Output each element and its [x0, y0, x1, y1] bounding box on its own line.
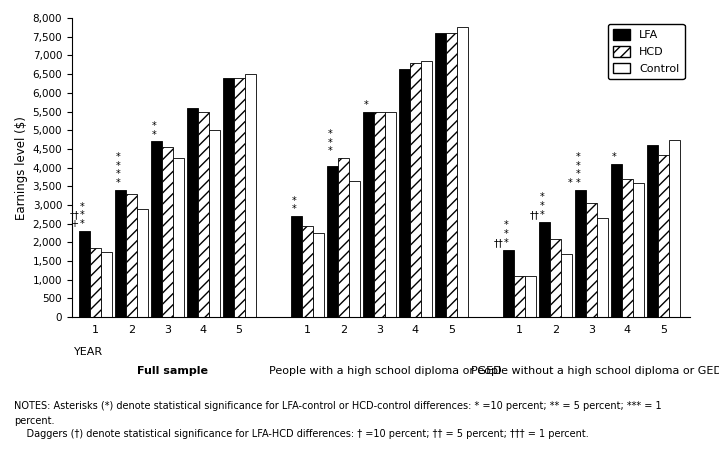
Bar [327, 166, 338, 317]
Text: *
*
*: * * * [328, 129, 333, 156]
Text: People with a high school diploma or GED: People with a high school diploma or GED [268, 366, 501, 376]
Bar [302, 226, 313, 317]
Bar [291, 216, 302, 317]
Bar [611, 164, 622, 317]
Bar [137, 209, 148, 317]
Text: *: * [568, 178, 573, 188]
Bar [313, 233, 324, 317]
Bar [244, 74, 255, 317]
Bar [187, 108, 198, 317]
Text: ††: †† [530, 210, 539, 220]
Bar [586, 203, 597, 317]
Bar [234, 78, 244, 317]
Bar [669, 140, 679, 317]
Text: Full sample: Full sample [137, 366, 209, 376]
Bar [622, 179, 633, 317]
Bar [633, 183, 644, 317]
Bar [561, 254, 572, 317]
Bar [597, 218, 608, 317]
Text: NOTES: Asterisks (*) denote statistical significance for LFA-control or HCD-cont: NOTES: Asterisks (*) denote statistical … [14, 401, 662, 411]
Text: Daggers (†) denote statistical significance for LFA-HCD differences: † =10 perce: Daggers (†) denote statistical significa… [14, 429, 589, 439]
Text: *: * [364, 100, 369, 110]
Bar [457, 28, 467, 317]
Bar [374, 111, 385, 317]
Bar [399, 68, 410, 317]
Bar [410, 63, 421, 317]
Text: *
*
*: * * * [540, 193, 545, 220]
Bar [385, 111, 395, 317]
Text: People without a high school diploma or GED: People without a high school diploma or … [472, 366, 719, 376]
Bar [223, 78, 234, 317]
Legend: LFA, HCD, Control: LFA, HCD, Control [608, 24, 684, 79]
Bar [90, 248, 101, 317]
Bar [503, 250, 514, 317]
Bar [550, 239, 561, 317]
Bar [525, 276, 536, 317]
Bar [151, 141, 162, 317]
Text: *: * [612, 152, 617, 162]
Bar [363, 111, 374, 317]
Text: *
*
*: * * * [504, 220, 509, 248]
Bar [539, 222, 550, 317]
Text: *
*: * * [152, 121, 157, 140]
Bar [115, 190, 126, 317]
Text: *
*: * * [292, 196, 297, 214]
Bar [162, 147, 173, 317]
Text: ††: †† [494, 238, 503, 248]
Bar [126, 194, 137, 317]
Text: *
*
*
*: * * * * [576, 152, 581, 188]
Bar [446, 33, 457, 317]
Text: YEAR: YEAR [74, 347, 104, 357]
Bar [79, 231, 90, 317]
Bar [575, 190, 586, 317]
Bar [338, 158, 349, 317]
Bar [514, 276, 525, 317]
Bar [647, 145, 658, 317]
Bar [173, 158, 183, 317]
Bar [435, 33, 446, 317]
Text: *
*
*
*: * * * * [116, 152, 121, 188]
Text: percent.: percent. [14, 416, 55, 426]
Y-axis label: Earnings level ($): Earnings level ($) [15, 116, 28, 220]
Text: *
*
*: * * * [80, 202, 85, 229]
Bar [101, 252, 112, 317]
Bar [209, 130, 219, 317]
Bar [421, 61, 431, 317]
Bar [198, 111, 209, 317]
Bar [658, 154, 669, 317]
Bar [349, 181, 360, 317]
Text: ††
+: †† + [70, 211, 79, 229]
